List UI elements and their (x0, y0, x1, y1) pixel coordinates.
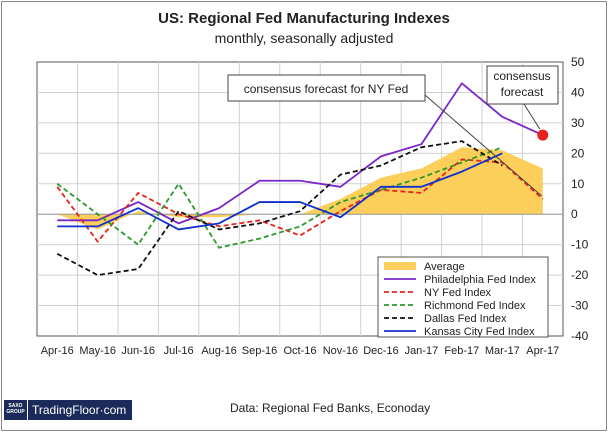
x-tick-label: Feb-17 (444, 345, 479, 357)
x-tick-label: Apr-17 (526, 345, 559, 357)
y-tick-label: 30 (571, 116, 585, 130)
x-tick-label: May-16 (79, 345, 116, 357)
y-tick-label: 0 (571, 207, 578, 221)
chart-source: Data: Regional Fed Banks, Econoday (230, 401, 431, 415)
x-tick-label: Jun-16 (121, 345, 155, 357)
logo-group-badge: SAXO GROUP (4, 400, 27, 420)
x-tick-label: Jul-16 (164, 345, 194, 357)
chart-title: US: Regional Fed Manufacturing Indexes (158, 10, 450, 27)
forecast-annotation-box (486, 65, 559, 105)
x-tick-label: Oct-16 (283, 345, 316, 357)
legend-box (377, 256, 549, 338)
y-tick-label: 10 (571, 177, 585, 191)
series-average-area (57, 147, 543, 230)
forecast-marker (537, 129, 549, 141)
ny-forecast-annotation: consensus forecast for NY Fed (227, 74, 543, 197)
legend-label: Dallas Fed Index (424, 313, 507, 325)
ny-forecast-annotation-text: consensus forecast for NY Fed (244, 82, 409, 96)
legend-label: Richmond Fed Index (424, 300, 526, 312)
legend-swatch (384, 262, 416, 270)
y-tick-label: -30 (571, 299, 589, 313)
forecast-annotation-arrow (523, 103, 541, 130)
series-line-richmond-fed-index (56, 146, 503, 249)
logo-name: TradingFloor·com (28, 400, 133, 420)
chart-subtitle: monthly, seasonally adjusted (214, 30, 394, 46)
ny-forecast-annotation-box (227, 74, 426, 102)
x-tick-label: Aug-16 (201, 345, 236, 357)
x-tick-label: Nov-16 (323, 345, 358, 357)
y-tick-label: -40 (571, 329, 589, 343)
x-tick-label: Jan-17 (405, 345, 439, 357)
series-line-ny-fed-index (56, 158, 544, 243)
tradingfloor-logo: SAXO GROUP TradingFloor·com (4, 400, 133, 420)
x-tick-label: Apr-16 (41, 345, 74, 357)
forecast-annotation-text: consensus (493, 69, 550, 83)
y-tick-label: 50 (571, 55, 585, 69)
x-tick-label: Mar-17 (485, 345, 520, 357)
ny-forecast-annotation-arrow (424, 94, 543, 197)
forecast-annotation-text: forecast (501, 85, 544, 99)
legend-label: Kansas City Fed Index (424, 326, 535, 338)
legend-label: NY Fed Index (424, 287, 492, 299)
y-tick-label: -20 (571, 268, 589, 282)
y-tick-label: 20 (571, 146, 585, 160)
forecast-annotation: consensus forecast (486, 65, 559, 130)
series-line-kansas-city-fed-index (57, 152, 503, 231)
y-tick-label: -10 (571, 238, 589, 252)
series-line-dallas-fed-index (56, 140, 503, 277)
y-tick-label: 40 (571, 85, 585, 99)
x-tick-label: Dec-16 (363, 345, 398, 357)
legend-label: Average (424, 261, 465, 273)
x-tick-label: Sep-16 (242, 345, 277, 357)
series-line-philadelphia-fed-index (57, 82, 544, 225)
legend-label: Philadelphia Fed Index (424, 274, 536, 286)
